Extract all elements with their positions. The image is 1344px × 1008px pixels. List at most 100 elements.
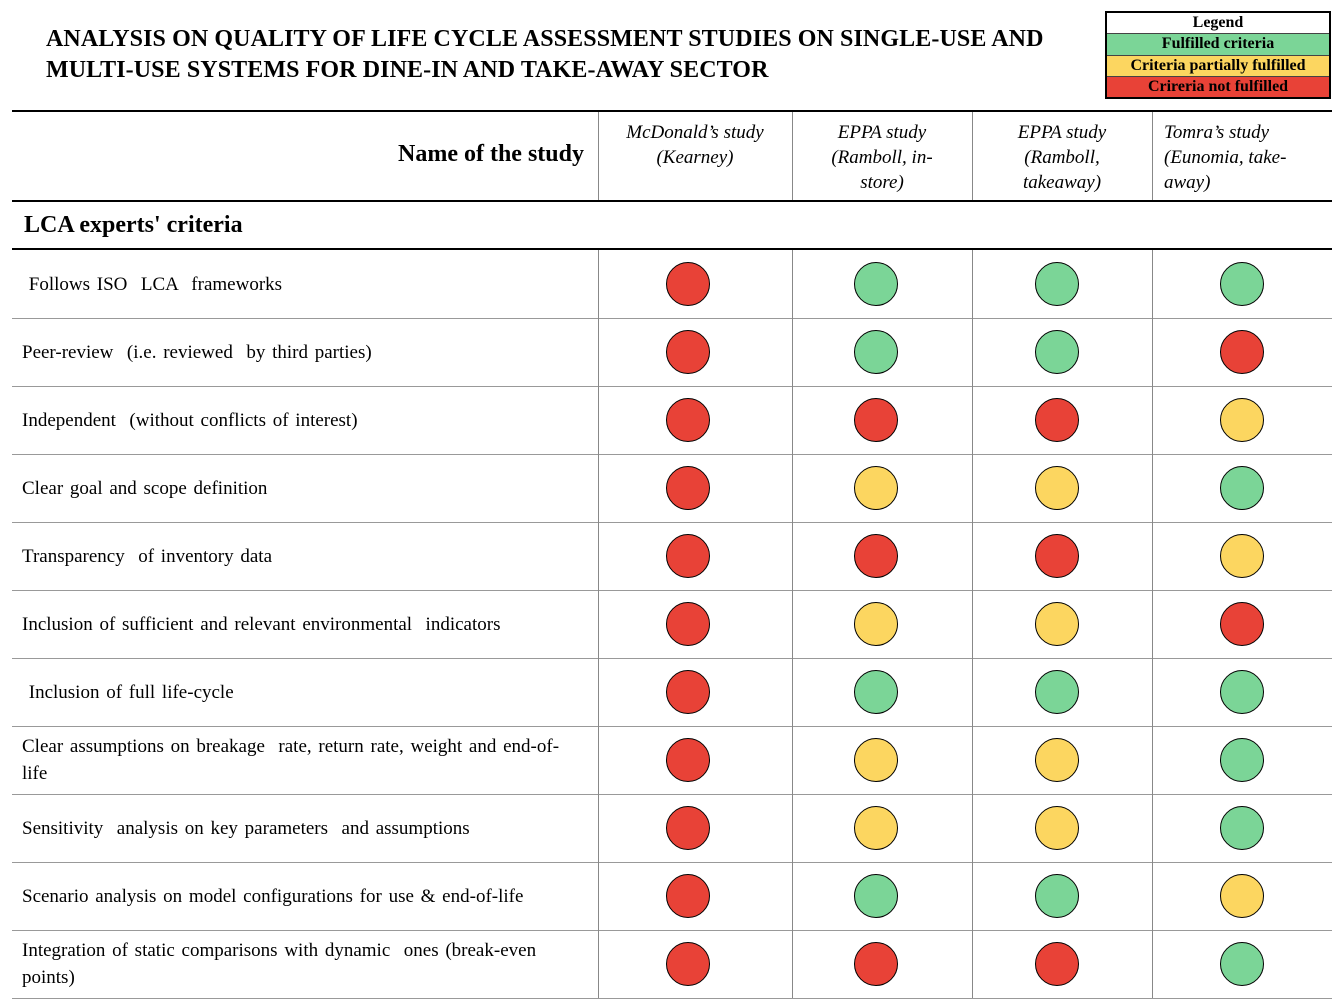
- rating-dot-green: [854, 874, 898, 918]
- study-header-line: away): [1164, 172, 1211, 193]
- legend: Legend Fulfilled criteria Criteria parti…: [1105, 11, 1331, 99]
- legend-fulfilled: Fulfilled criteria: [1107, 33, 1329, 55]
- criterion-label: Integration of static comparisons with d…: [22, 940, 543, 988]
- legend-not-fulfilled: Crireria not fulfilled: [1107, 75, 1329, 97]
- rating-dot-red: [1220, 330, 1264, 374]
- criterion-label: Inclusion of sufficient and relevant env…: [22, 613, 501, 635]
- rating-dot-red: [1035, 942, 1079, 986]
- grid-line: [12, 522, 1332, 523]
- study-header-line: EPPA study: [1017, 122, 1107, 143]
- study-header-line: (Kearney): [656, 147, 734, 168]
- rating-dot-red: [854, 534, 898, 578]
- criterion-label: Scenario analysis on model configuration…: [22, 885, 524, 907]
- rating-dot-red: [666, 942, 710, 986]
- criterion-label: Independent (without conflicts of intere…: [22, 409, 358, 431]
- grid-line: [12, 590, 1332, 591]
- study-header-line: (Eunomia, take-: [1164, 147, 1287, 168]
- rating-dot-green: [1035, 330, 1079, 374]
- rating-dot-green: [1035, 262, 1079, 306]
- study-header-line: EPPA study: [837, 122, 927, 143]
- rating-dot-red: [854, 398, 898, 442]
- study-header-mcdonalds: McDonald’s study (Kearney): [598, 120, 792, 170]
- grid-line: [12, 454, 1332, 455]
- rating-dot-red: [1220, 602, 1264, 646]
- grid-line: [12, 110, 1332, 112]
- rating-dot-green: [1035, 874, 1079, 918]
- rating-dot-green: [854, 262, 898, 306]
- rating-dot-yellow: [1035, 602, 1079, 646]
- legend-heading: Legend: [1107, 13, 1329, 34]
- grid-line: [792, 112, 793, 200]
- rating-dot-green: [1220, 466, 1264, 510]
- criterion-label: Inclusion of full life-cycle: [22, 681, 234, 703]
- rating-dot-red: [666, 398, 710, 442]
- rating-dot-yellow: [1035, 466, 1079, 510]
- criterion-label: Clear assumptions on breakage rate, retu…: [22, 736, 560, 784]
- rating-dot-red: [1035, 398, 1079, 442]
- rating-dot-yellow: [1220, 874, 1264, 918]
- rating-dot-red: [666, 602, 710, 646]
- grid-line: [598, 112, 599, 200]
- grid-line: [598, 250, 599, 998]
- grid-line: [12, 794, 1332, 795]
- legend-partially-fulfilled: Criteria partially fulfilled: [1107, 54, 1329, 76]
- grid-line: [12, 658, 1332, 659]
- grid-line: [12, 386, 1332, 387]
- rating-dot-green: [1220, 942, 1264, 986]
- rating-dot-yellow: [854, 602, 898, 646]
- rating-dot-green: [1035, 670, 1079, 714]
- rating-dot-yellow: [1220, 534, 1264, 578]
- section-title: LCA experts' criteria: [24, 212, 243, 238]
- study-header-line: store): [860, 172, 904, 193]
- rating-dot-red: [854, 942, 898, 986]
- study-header-tomra: Tomra’s study (Eunomia, take- away): [1152, 120, 1332, 195]
- rating-dot-green: [1220, 738, 1264, 782]
- page-title: ANALYSIS ON QUALITY OF LIFE CYCLE ASSESS…: [46, 26, 1044, 83]
- rating-dot-yellow: [854, 466, 898, 510]
- grid-line: [1152, 250, 1153, 998]
- rating-dot-yellow: [1035, 806, 1079, 850]
- grid-line: [12, 862, 1332, 863]
- study-header-line: (Ramboll, in-: [831, 147, 933, 168]
- criterion-label: Transparency of inventory data: [22, 545, 273, 567]
- grid-line: [12, 930, 1332, 931]
- criterion-label: Sensitivity analysis on key parameters a…: [22, 817, 470, 839]
- grid-line: [12, 200, 1332, 202]
- study-header-eppa-instore: EPPA study (Ramboll, in- store): [792, 120, 972, 195]
- rating-dot-yellow: [854, 806, 898, 850]
- grid-line: [792, 250, 793, 998]
- grid-line: [12, 248, 1332, 250]
- rating-dot-red: [666, 466, 710, 510]
- grid-line: [12, 726, 1332, 727]
- grid-line: [12, 318, 1332, 319]
- criterion-label: Follows ISO LCA frameworks: [22, 273, 283, 295]
- rating-dot-red: [666, 874, 710, 918]
- rating-dot-green: [854, 670, 898, 714]
- rating-dot-yellow: [854, 738, 898, 782]
- study-header-line: McDonald’s study: [626, 122, 764, 143]
- rating-dot-red: [666, 534, 710, 578]
- grid-line: [1152, 112, 1153, 200]
- study-header-line: takeaway): [1022, 172, 1102, 193]
- rating-dot-yellow: [1035, 738, 1079, 782]
- criterion-label: Clear goal and scope definition: [22, 477, 268, 499]
- criterion-label: Peer-review (i.e. reviewed by third part…: [22, 341, 372, 363]
- rating-dot-red: [666, 670, 710, 714]
- grid-line: [972, 112, 973, 200]
- rating-dot-red: [1035, 534, 1079, 578]
- rating-dot-green: [1220, 262, 1264, 306]
- grid-line: [972, 250, 973, 998]
- study-name-header: Name of the study: [398, 141, 584, 167]
- study-header-line: Tomra’s study: [1164, 122, 1270, 143]
- rating-dot-red: [666, 262, 710, 306]
- rating-dot-red: [666, 738, 710, 782]
- study-header-eppa-takeaway: EPPA study (Ramboll, takeaway): [972, 120, 1152, 195]
- rating-dot-green: [1220, 806, 1264, 850]
- study-header-line: (Ramboll,: [1024, 147, 1100, 168]
- rating-dot-green: [1220, 670, 1264, 714]
- rating-dot-red: [666, 330, 710, 374]
- grid-line: [12, 998, 1332, 999]
- rating-dot-yellow: [1220, 398, 1264, 442]
- rating-dot-green: [854, 330, 898, 374]
